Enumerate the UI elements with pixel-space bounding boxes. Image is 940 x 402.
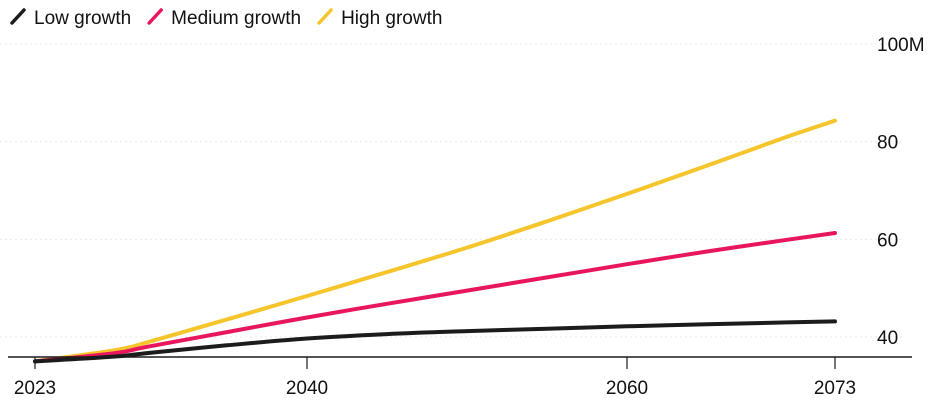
y-tick-label-80: 80	[877, 133, 898, 154]
series-line-high-growth	[33, 118, 837, 364]
legend: Low growth Medium growth High growth	[10, 8, 442, 29]
x-tick-label-2073: 2073	[814, 378, 856, 399]
series-line-low-growth	[33, 319, 837, 364]
series-line-medium-growth	[33, 231, 837, 364]
legend-marker-high-growth	[317, 8, 333, 25]
x-tick-label-2060: 2060	[606, 378, 648, 399]
legend-item-high-growth: High growth	[317, 8, 442, 29]
series-lines	[33, 118, 837, 364]
legend-item-medium-growth: Medium growth	[147, 8, 301, 29]
legend-label-medium-growth: Medium growth	[171, 8, 301, 29]
legend-marker-medium-growth	[147, 8, 163, 25]
x-tick-label-2023: 2023	[14, 378, 56, 399]
y-axis: 40 60 80 100M	[877, 35, 925, 349]
gridlines	[0, 43, 905, 338]
legend-item-low-growth: Low growth	[10, 8, 131, 29]
x-tick-label-2040: 2040	[286, 378, 328, 399]
y-tick-label-60: 60	[877, 230, 898, 251]
legend-marker-low-growth	[10, 8, 26, 25]
x-axis: 2023 2040 2060 2073	[8, 356, 912, 399]
legend-label-low-growth: Low growth	[34, 8, 131, 29]
y-tick-label-100: 100M	[877, 35, 925, 56]
legend-label-high-growth: High growth	[341, 8, 442, 29]
y-tick-label-40: 40	[877, 328, 898, 349]
